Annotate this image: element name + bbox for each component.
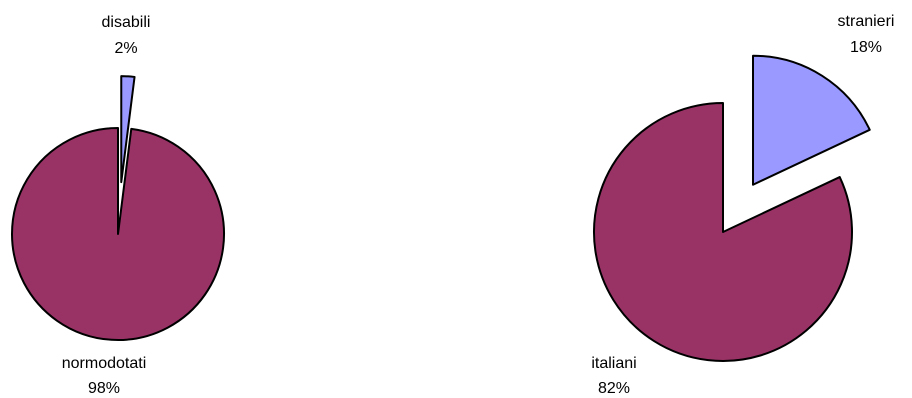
pie-slice-disabili <box>120 75 136 184</box>
slice-label-stranieri: stranieri <box>838 13 895 30</box>
pie-slice-normodotati <box>11 127 225 341</box>
pie-chart-disabili: disabili 2% normodotati 98% <box>11 14 225 397</box>
slice-percent-italiani: 82% <box>598 380 630 397</box>
pie-chart-stranieri: stranieri 18% italiani 82% <box>591 13 894 397</box>
slice-percent-normodotati: 98% <box>88 380 120 397</box>
slice-label-italiani: italiani <box>591 355 636 372</box>
pie-slice-italiani <box>593 102 853 362</box>
slice-label-normodotati: normodotati <box>62 355 147 372</box>
pie-slice-stranieri <box>752 54 871 186</box>
slice-percent-disabili: 2% <box>114 40 137 57</box>
slice-percent-stranieri: 18% <box>850 39 882 56</box>
slice-label-disabili: disabili <box>102 14 151 31</box>
